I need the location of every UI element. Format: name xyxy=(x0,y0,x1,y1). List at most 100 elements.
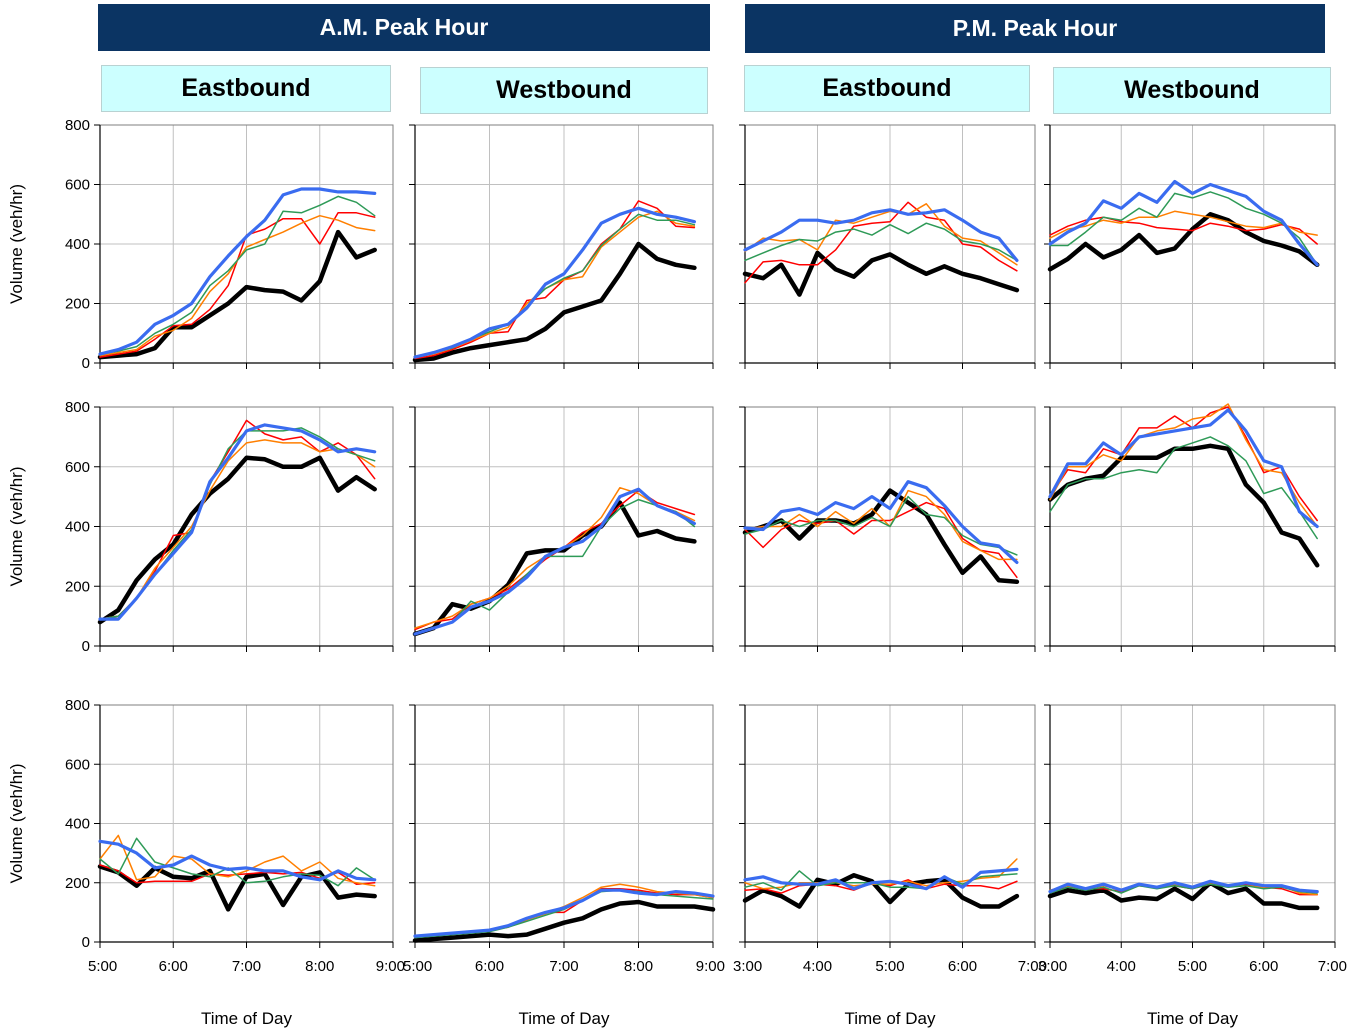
panel-r2-c3: 3:00 4:00 5:00 6:00 7:00 Time of Day xyxy=(1038,704,1347,1028)
y-tick-label: 600 xyxy=(65,756,90,773)
x-tick-label: 5:00 xyxy=(88,958,117,975)
series-line-red xyxy=(414,489,696,631)
x-tick-label: 6:00 xyxy=(159,958,188,975)
series-line-green xyxy=(1049,191,1318,266)
x-axis-label: Time of Day xyxy=(201,1009,293,1028)
series-line-black xyxy=(1047,880,1320,911)
y-tick-label: 400 xyxy=(65,236,90,253)
panel-r1-c2 xyxy=(739,406,1036,652)
x-tick-label: 8:00 xyxy=(624,958,653,975)
x-tick-label: 7:00 xyxy=(232,958,261,975)
x-tick-label: 3:00 xyxy=(1038,958,1067,975)
series-line-green xyxy=(1049,883,1318,894)
x-tick-label: 4:00 xyxy=(1107,958,1136,975)
y-tick-label: 800 xyxy=(65,117,90,134)
series-line-black xyxy=(97,229,377,360)
x-tick-label: 6:00 xyxy=(1249,958,1278,975)
x-tick-label: 9:00 xyxy=(696,958,725,975)
series-line-green xyxy=(744,222,1018,262)
series-line-blue xyxy=(98,187,377,356)
series-line-red xyxy=(414,200,696,360)
series-line-orange xyxy=(99,834,376,887)
series-line-black xyxy=(412,241,697,363)
series-line-black xyxy=(412,500,697,637)
x-tick-label: 7:00 xyxy=(1018,958,1047,975)
y-tick-label: 0 xyxy=(82,638,90,655)
series-line-green xyxy=(744,495,1018,556)
x-tick-label: 7:00 xyxy=(1318,958,1347,975)
y-tick-label: 400 xyxy=(65,519,90,536)
series-line-black xyxy=(1047,212,1320,272)
subheader-am-eastbound: Eastbound xyxy=(101,65,391,112)
series-line-black xyxy=(742,250,1020,297)
subheader-pm-eastbound: Eastbound xyxy=(744,65,1030,112)
series-line-blue xyxy=(743,208,1019,262)
y-tick-label: 600 xyxy=(65,177,90,194)
series-line-blue xyxy=(413,487,697,636)
y-tick-label: 200 xyxy=(65,578,90,595)
series-line-green xyxy=(99,837,376,887)
series-line-red xyxy=(744,201,1018,284)
series-line-blue xyxy=(98,423,377,621)
panel-r2-c2: 3:00 4:00 5:00 6:00 7:00 Time of Day xyxy=(733,704,1047,1028)
series-line-blue xyxy=(98,839,377,882)
panel-r0-c0: 0 200 400 600 800 Volume (veh/hr) xyxy=(7,117,394,372)
series-line-orange xyxy=(744,489,1018,561)
y-tick-label: 800 xyxy=(65,697,90,714)
series-line-orange xyxy=(99,214,376,357)
x-tick-label: 6:00 xyxy=(475,958,504,975)
panel-r0-c1 xyxy=(409,124,714,369)
series-line-green xyxy=(1049,436,1318,540)
series-line-black xyxy=(97,455,377,625)
series-line-green xyxy=(99,195,376,355)
y-axis-label: Volume (veh/hr) xyxy=(7,764,26,884)
x-tick-label: 6:00 xyxy=(948,958,977,975)
x-axis-label: Time of Day xyxy=(1147,1009,1239,1028)
x-tick-label: 8:00 xyxy=(305,958,334,975)
series-line-blue xyxy=(1048,179,1319,267)
x-axis-label: Time of Day xyxy=(844,1009,936,1028)
x-axis-label: Time of Day xyxy=(518,1009,610,1028)
series-line-blue xyxy=(413,206,697,359)
series-line-black xyxy=(742,873,1020,909)
panel-r1-c1 xyxy=(409,406,714,652)
panel-r1-c0: 0 200 400 600 800 Volume (veh/hr) xyxy=(7,399,394,655)
y-tick-label: 600 xyxy=(65,459,90,476)
series-line-blue xyxy=(743,480,1019,565)
series-line-red xyxy=(99,212,376,358)
series-line-green xyxy=(414,213,696,358)
series-line-red xyxy=(744,501,1018,579)
series-line-blue xyxy=(743,867,1019,891)
subheader-pm-westbound: Westbound xyxy=(1053,67,1331,114)
panel-r0-c3 xyxy=(1044,124,1336,369)
series-line-black xyxy=(412,899,716,943)
x-tick-label: 5:00 xyxy=(403,958,432,975)
series-line-black xyxy=(1047,443,1320,568)
subheader-am-westbound: Westbound xyxy=(420,67,708,114)
x-tick-label: 7:00 xyxy=(549,958,578,975)
pm-peak-banner: P.M. Peak Hour xyxy=(745,4,1325,53)
x-tick-label: 9:00 xyxy=(376,958,405,975)
x-tick-label: 3:00 xyxy=(733,958,762,975)
x-tick-label: 4:00 xyxy=(803,958,832,975)
y-axis-label: Volume (veh/hr) xyxy=(7,467,26,587)
series-line-blue xyxy=(1048,879,1319,894)
panel-r2-c1: 5:00 6:00 7:00 8:00 9:00 Time of Day xyxy=(403,704,725,1028)
y-tick-label: 0 xyxy=(82,355,90,372)
x-tick-label: 5:00 xyxy=(1178,958,1207,975)
series-line-blue xyxy=(1048,408,1319,529)
series-line-blue xyxy=(413,888,715,938)
series-line-orange xyxy=(744,203,1018,266)
panel-r0-c2 xyxy=(739,124,1036,369)
y-tick-label: 400 xyxy=(65,816,90,833)
panel-r1-c3 xyxy=(1044,403,1336,652)
series-line-red xyxy=(1049,216,1318,245)
y-axis-label: Volume (veh/hr) xyxy=(7,184,26,304)
y-tick-label: 200 xyxy=(65,296,90,313)
am-peak-banner: A.M. Peak Hour xyxy=(98,4,710,51)
panel-r2-c0: 0 200 400 600 800 Volume (veh/hr) 5:00 6:00 7:00… xyxy=(7,697,405,1028)
y-tick-label: 0 xyxy=(82,934,90,951)
series-line-orange xyxy=(99,439,376,620)
series-line-green xyxy=(414,498,696,635)
